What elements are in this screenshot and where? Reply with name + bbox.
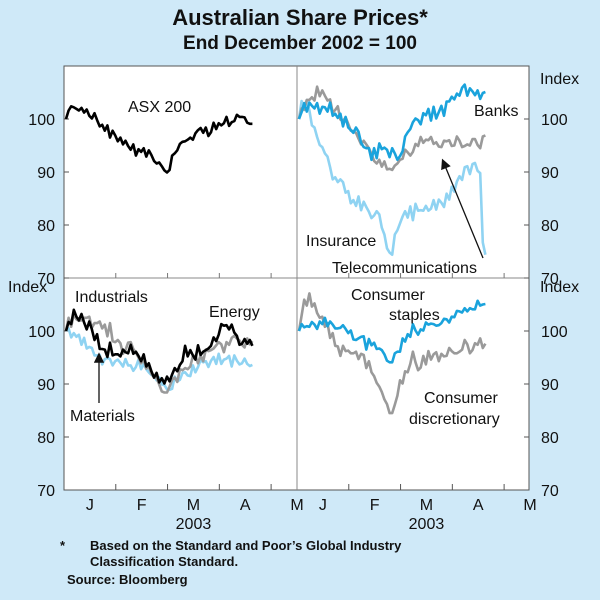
x-tick-label: J	[86, 497, 94, 514]
annotation-telecommunications: Telecommunications	[332, 260, 477, 277]
y-tick-label-right-top: 90	[541, 165, 559, 182]
annotation-insurance: Insurance	[306, 233, 376, 250]
y-tick-label-right-top: 70	[541, 271, 559, 288]
y-tick-label-left-top: 70	[37, 271, 55, 288]
annotation-consumer-discretionary-line-1: Consumer	[424, 390, 498, 407]
telecommunications-pointer-arrow	[441, 158, 484, 259]
annotation-consumer-staples-line-2: staples	[389, 307, 440, 324]
y-tick-label-right-bottom: 80	[541, 430, 559, 447]
y-tick-label-left-bottom: 100	[28, 324, 55, 341]
y-axis-label-bottom-left: Index	[8, 279, 47, 296]
y-tick-label-left-bottom: 70	[37, 483, 55, 500]
series-line-telecommunications	[297, 85, 486, 172]
footnote-line-2: Classification Standard.	[90, 554, 239, 569]
y-tick-label-right-bottom: 90	[541, 377, 559, 394]
y-tick-label-left-bottom: 90	[37, 377, 55, 394]
footnote-line-1: Based on the Standard and Poor’s Global …	[90, 538, 402, 553]
series-line-banks	[297, 83, 486, 162]
series-line-energy	[64, 312, 254, 394]
y-tick-label-right-top: 80	[541, 218, 559, 235]
y-tick-label-left-bottom: 80	[37, 430, 55, 447]
x-tick-label: F	[370, 497, 380, 514]
series-line-consumer-discretionary	[297, 292, 487, 415]
series-line-industrials	[64, 308, 254, 385]
footnote-marker: *	[60, 538, 66, 553]
y-axis-label-top-right: Index	[540, 71, 579, 88]
y-tick-label-left-top: 90	[37, 165, 55, 182]
annotation-asx-200: ASX 200	[128, 99, 191, 116]
y-tick-label-right-bottom: 70	[541, 483, 559, 500]
x-year-label: 2003	[176, 516, 212, 533]
x-tick-label: M	[187, 497, 200, 514]
x-tick-label: J	[319, 497, 327, 514]
annotation-consumer-discretionary-line-2: discretionary	[409, 411, 500, 428]
x-year-label: 2003	[409, 516, 445, 533]
source-note: Source: Bloomberg	[67, 572, 188, 587]
chart-title: Australian Share Prices*	[172, 5, 428, 30]
y-axis-label-bottom-right: Index	[540, 279, 579, 296]
annotation-materials: Materials	[70, 408, 135, 425]
x-tick-label: A	[240, 497, 251, 514]
chart-subtitle: End December 2002 = 100	[183, 33, 417, 54]
x-tick-label: A	[473, 497, 484, 514]
series-line-insurance	[297, 98, 487, 256]
x-tick-label: M	[523, 497, 536, 514]
x-tick-label: F	[137, 497, 147, 514]
annotation-industrials: Industrials	[75, 289, 148, 306]
series-line-asx-200	[64, 105, 253, 174]
x-tick-label: M	[290, 497, 303, 514]
y-tick-label-right-top: 100	[541, 112, 568, 129]
x-tick-label: M	[420, 497, 433, 514]
y-tick-label-right-bottom: 100	[541, 324, 568, 341]
annotation-consumer-staples-line-1: Consumer	[351, 287, 425, 304]
y-tick-label-left-top: 100	[28, 112, 55, 129]
annotation-banks: Banks	[474, 103, 518, 120]
series-line-consumer-staples	[297, 299, 486, 364]
y-tick-label-left-top: 80	[37, 218, 55, 235]
annotation-energy: Energy	[209, 304, 260, 321]
